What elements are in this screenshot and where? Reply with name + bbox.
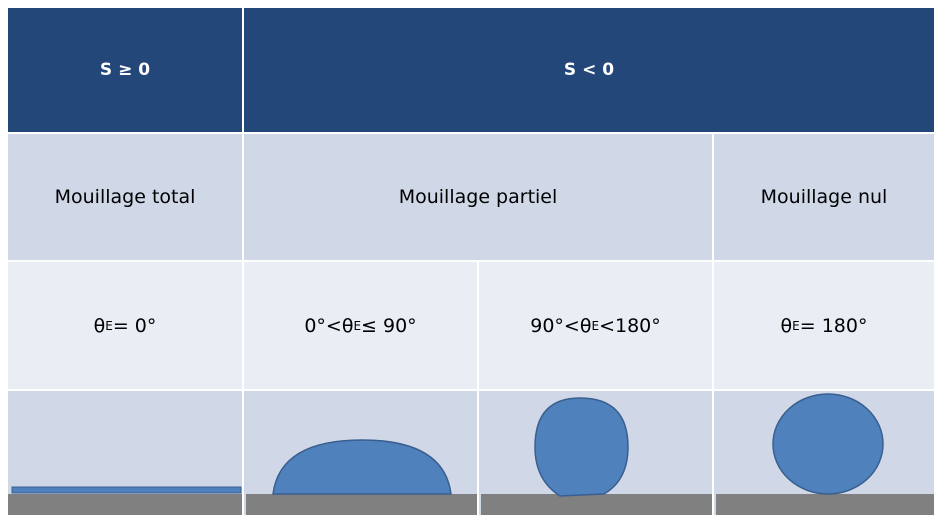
- wetting-cell: Mouillage partiel: [244, 134, 712, 260]
- angle-cell: 90°<θ E <180°: [479, 262, 712, 389]
- angle-text: ≤ 90°: [361, 314, 417, 337]
- angle-text: θ: [93, 314, 106, 337]
- drop: [772, 393, 884, 495]
- wetting-cell: Mouillage total: [8, 134, 242, 260]
- wetting-cell: Mouillage nul: [714, 134, 934, 260]
- drop: [534, 397, 629, 497]
- angle-sub: E: [353, 318, 362, 333]
- surface: [246, 494, 477, 515]
- angle-cell: 0°<θ E ≤ 90°: [244, 262, 477, 389]
- angle-text: θ: [780, 314, 793, 337]
- surface: [716, 494, 934, 515]
- film: [11, 486, 242, 494]
- drop: [272, 439, 452, 495]
- surface: [481, 494, 712, 515]
- angle-sub: E: [105, 318, 113, 333]
- header-cell: S < 0: [244, 8, 934, 132]
- angle-text: = 180°: [799, 314, 868, 337]
- angle-text: 90°<θ: [530, 314, 592, 337]
- angle-text: 0°<θ: [304, 314, 354, 337]
- header-cell: S ≥ 0: [8, 8, 242, 132]
- surface: [8, 494, 242, 515]
- angle-sub: E: [792, 318, 800, 333]
- angle-text: <180°: [599, 314, 661, 337]
- angle-sub: E: [591, 318, 600, 333]
- angle-text: = 0°: [112, 314, 157, 337]
